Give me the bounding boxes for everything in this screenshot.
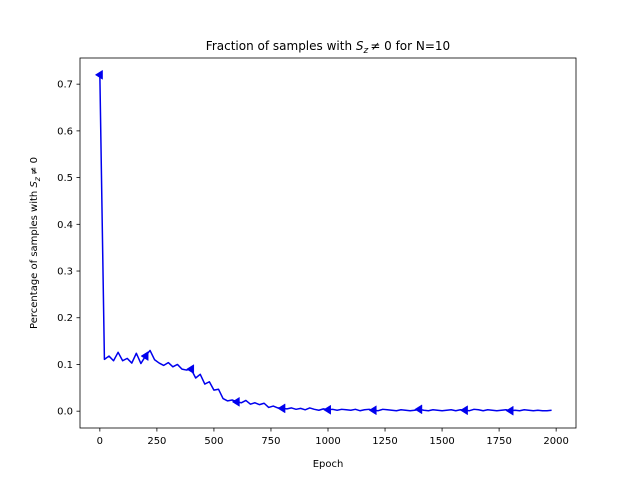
y-tick-label: 0.4: [57, 220, 73, 231]
x-tick-label: 2000: [543, 436, 568, 447]
data-point-marker: [231, 396, 240, 407]
x-axis-ticks: 0 250 500 750 1000 1250 1500 1750 2000: [97, 428, 569, 447]
data-point-marker: [94, 69, 103, 80]
data-point-marker: [368, 405, 377, 416]
data-point-marker: [414, 404, 423, 415]
y-tick-label: 0.6: [57, 126, 73, 137]
data-point-marker: [459, 405, 468, 416]
y-tick-label: 0.2: [57, 313, 73, 324]
x-tick-label: 1500: [429, 436, 454, 447]
x-tick-label: 1000: [315, 436, 340, 447]
x-tick-label: 250: [147, 436, 166, 447]
x-tick-label: 750: [261, 436, 280, 447]
x-tick-label: 0: [97, 436, 103, 447]
y-tick-label: 0.5: [57, 173, 73, 184]
x-tick-label: 1750: [486, 436, 511, 447]
data-point-marker: [277, 403, 286, 414]
y-axis-ticks: 0.0 0.1 0.2 0.3 0.4 0.5 0.6 0.7: [57, 80, 80, 418]
x-tick-label: 1250: [372, 436, 397, 447]
plot-layer: [94, 69, 552, 416]
data-point-marker: [186, 364, 195, 375]
y-tick-label: 0.3: [57, 267, 73, 278]
x-tick-label: 500: [204, 436, 223, 447]
y-tick-label: 0.1: [57, 360, 73, 371]
y-tick-label: 0.7: [57, 80, 73, 91]
y-tick-label: 0.0: [57, 407, 73, 418]
data-point-marker: [140, 351, 149, 362]
x-axis-label: Epoch: [313, 459, 344, 470]
data-point-marker: [323, 404, 331, 415]
data-point-marker: [505, 405, 514, 416]
y-axis-label: Percentage of samples with Sz≠ 0: [29, 157, 42, 329]
chart-title: Fraction of samples with Sz ≠ 0 for N=10: [206, 39, 450, 56]
